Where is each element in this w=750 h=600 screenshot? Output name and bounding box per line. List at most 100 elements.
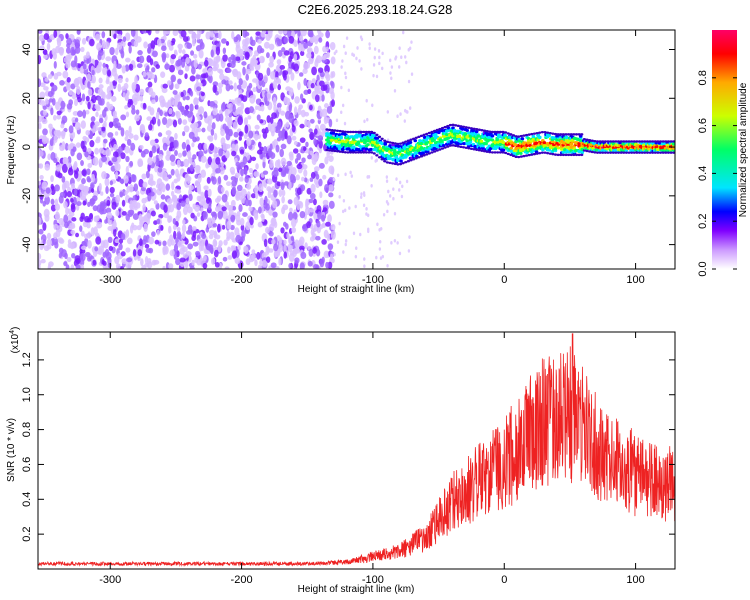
spectrogram-cell [498,142,503,147]
spectrogram-cell [293,119,299,127]
spectrogram-cell [403,119,406,123]
spectrogram-cell [300,50,305,57]
spectrogram-cell [341,130,345,133]
spectrogram-cell [279,65,286,70]
spectrogram-cell [164,63,171,70]
spectrogram-cell [304,118,308,128]
spectrogram-cell [448,123,453,127]
spectrogram-cell [46,42,51,51]
spectrogram-cell [149,107,155,116]
spectrogram-cell [664,140,668,143]
spectrogram-cell [343,151,347,154]
spectrogram-cell [669,151,673,154]
spectrogram-cell [82,145,87,153]
spectrogram-cell [59,80,65,86]
spectrogram-cell [159,99,165,108]
spectrogram-cell [359,232,362,237]
spectrogram-cell [219,166,225,175]
spectrogram-cell [71,217,77,222]
spectrogram-cell [630,151,634,154]
spectrogram-cell [630,148,635,152]
spectrogram-cell [653,151,657,154]
spectrogram-cell [273,250,278,258]
spectrogram-cell [590,139,594,142]
spectrogram-frame [37,29,676,270]
spectrogram-cell [534,141,539,145]
spectrogram-cell [313,128,318,135]
spectrogram-cell [96,42,102,51]
spectrogram-cell [222,210,228,220]
spectrogram-cell [125,166,129,175]
spectrogram-cell [426,149,430,154]
spectrogram-cell [212,222,218,228]
spectrogram-cell [303,146,307,152]
spectrogram-cell [278,30,284,35]
spectrogram-cell [372,141,377,145]
spectrogram-cell [84,215,90,223]
spectrogram-cell [170,54,177,60]
spectrogram-cell [91,69,95,76]
spectrogram-cell [115,63,122,69]
spectrogram-cell [135,109,140,115]
spectrogram-cell [139,95,144,102]
spectrogram-cell [216,55,221,62]
spectrogram-cell [173,49,178,55]
spectrogram-cell [635,140,639,143]
spectrogram-cell [421,151,425,155]
spectrogram-cell [220,161,225,167]
spectrogram-cell [85,95,90,102]
spectrogram-cell [488,150,492,154]
spectrogram-cell [210,128,215,136]
spectrogram-cell [44,98,49,105]
spectrogram-cell [314,85,321,95]
spectrogram-cell [208,233,214,240]
spectrogram-cell [254,259,258,267]
spectrogram-cell [210,175,215,182]
spectrogram-cell [51,48,57,56]
spectrogram-cell [55,101,60,111]
spectrogram-cell [126,257,133,263]
spectrogram-cell [273,103,277,113]
spectrogram-cell [257,38,262,44]
spectrogram-cell [95,138,101,144]
spectrogram-cell [341,150,345,154]
spectrogram-cell [624,140,629,143]
spectrogram-cell [672,140,675,143]
spectrogram-cell [319,258,325,268]
spectrogram-cell [372,152,376,155]
spectrogram-cell [240,224,245,231]
spectrogram-cell [157,166,163,173]
spectrogram-cell [356,46,359,50]
spectrogram-cell [288,253,295,262]
spectrogram-cell [379,239,382,244]
spectrogram-cell [120,233,126,241]
spectrogram-cell [409,138,413,141]
spectrogram-cell [346,130,350,134]
spectrogram-cell [120,251,126,257]
spectrogram-cell [267,190,272,199]
spectrogram-cell [238,191,243,197]
spectrogram-cell [375,74,379,79]
spectrogram-cell [119,191,124,198]
spectrogram-cell [627,140,631,143]
spectrogram-cell [189,164,194,172]
spectrogram-cell [517,155,521,159]
spectrogram-cell [98,61,103,68]
spectrogram-cell [90,188,95,194]
spectrogram-cell [250,139,255,146]
spectrogram-cell [412,158,416,161]
spectrogram-cell [168,204,175,213]
x-tick-label: 0 [501,574,507,586]
spectrogram-cell [292,148,299,154]
spectrogram-cell [645,151,650,154]
spectrogram-cell [280,110,286,116]
spectrogram-cell [152,180,156,186]
spectrogram-cell [160,194,166,200]
spectrogram-cell [200,91,205,97]
spectrogram-cell [313,138,317,146]
spectrogram-cell [197,142,203,151]
spectrogram-cell [59,238,65,244]
spectrogram-cell [536,138,540,142]
spectrogram-cell [249,216,254,226]
spectrogram-cell [80,245,87,251]
